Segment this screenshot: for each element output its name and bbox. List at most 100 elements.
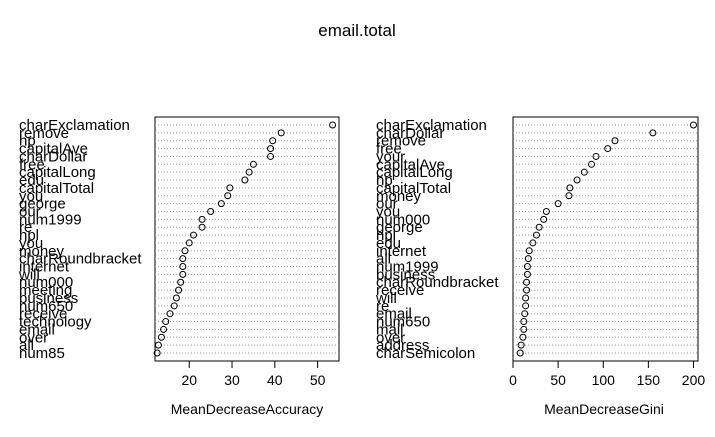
gini-tick-label: 100	[592, 372, 616, 388]
gini-point	[566, 184, 574, 192]
gini-point	[592, 152, 600, 160]
accuracy-variable-label: will	[18, 266, 40, 283]
gini-variable-label: over	[376, 329, 405, 346]
accuracy-variable-label: you	[19, 188, 43, 205]
gini-point	[520, 318, 528, 326]
accuracy-variable-label: meeting	[19, 282, 72, 299]
gini-tick-label: 200	[682, 372, 706, 388]
accuracy-point	[267, 145, 275, 153]
accuracy-x-label: MeanDecreaseAccuracy	[171, 401, 324, 417]
gini-point	[523, 270, 531, 278]
accuracy-variable-label: charDollar	[19, 148, 87, 165]
accuracy-variable-label: free	[19, 156, 45, 173]
accuracy-point	[177, 278, 185, 286]
accuracy-point	[179, 270, 187, 278]
gini-point	[540, 215, 548, 223]
accuracy-point	[185, 239, 193, 247]
gini-variable-label: charRoundbracket	[376, 274, 499, 291]
gini-variable-label: george	[376, 219, 423, 236]
accuracy-variable-label: remove	[19, 125, 69, 142]
accuracy-variable-label: email	[19, 321, 55, 338]
accuracy-point	[217, 200, 225, 208]
gini-variable-label: capitalAve	[376, 156, 445, 173]
gini-variable-label: num1999	[376, 259, 439, 276]
gini-variable-label: all	[376, 251, 391, 268]
gini-variable-label: num000	[376, 211, 430, 228]
accuracy-point	[226, 184, 234, 192]
gini-tick-label: 150	[637, 372, 661, 388]
accuracy-point	[241, 176, 249, 184]
accuracy-variable-label: capitalTotal	[19, 180, 94, 197]
accuracy-points	[153, 121, 337, 357]
gini-variable-label: capitalTotal	[376, 180, 451, 197]
gini-point	[689, 121, 697, 129]
gini-variable-label: free	[376, 141, 402, 158]
accuracy-variable-label: num1999	[19, 211, 82, 228]
accuracy-point	[207, 207, 215, 215]
accuracy-variable-label: hpl	[19, 227, 39, 244]
accuracy-variable-labels: charExclamationremovehpcapitalAvecharDol…	[18, 117, 142, 362]
accuracy-point	[172, 294, 180, 302]
accuracy-tick-label: 50	[310, 372, 326, 388]
gini-point	[521, 310, 529, 318]
gini-point	[522, 294, 530, 302]
gini-point	[523, 263, 531, 271]
accuracy-point	[162, 318, 170, 326]
gini-variable-labels: charExclamationcharDollarremovefreeyourc…	[375, 117, 499, 362]
accuracy-point	[269, 137, 277, 145]
accuracy-variable-label: our	[19, 203, 41, 220]
accuracy-point	[181, 247, 189, 255]
accuracy-point	[190, 231, 198, 239]
gini-variable-label: edu	[376, 235, 401, 252]
accuracy-variable-label: george	[19, 196, 66, 213]
gini-variable-label: hp	[376, 172, 393, 189]
accuracy-point	[160, 325, 168, 333]
accuracy-plot-frame	[154, 116, 340, 362]
accuracy-variable-label: charRoundbracket	[19, 251, 142, 268]
accuracy-variable-label: charExclamation	[19, 117, 130, 134]
gini-variable-label: you	[376, 203, 400, 220]
gini-tick-label: 50	[550, 372, 566, 388]
gini-point	[522, 302, 530, 310]
gini-point	[519, 333, 527, 341]
gini-variable-label: internet	[376, 243, 427, 260]
gini-panel: charExclamationcharDollarremovefreeyourc…	[375, 116, 706, 417]
gini-point	[611, 137, 619, 145]
gini-variable-label: will	[375, 290, 397, 307]
accuracy-point	[154, 341, 162, 349]
accuracy-variable-label: business	[19, 290, 78, 307]
gini-point	[573, 176, 581, 184]
accuracy-variable-label: internet	[19, 259, 70, 276]
accuracy-variable-label: num85	[19, 345, 65, 362]
gini-variable-label: num650	[376, 314, 430, 331]
accuracy-variable-label: over	[19, 329, 48, 346]
accuracy-point	[245, 168, 253, 176]
chart-title: email.total	[318, 21, 395, 40]
gini-point	[523, 278, 531, 286]
accuracy-variable-label: capitalLong	[19, 164, 96, 181]
accuracy-point	[329, 121, 337, 129]
accuracy-x-axis: 20 30 40 50	[181, 360, 326, 388]
gini-variable-label: charDollar	[376, 125, 444, 142]
accuracy-variable-label: hp	[19, 133, 36, 150]
accuracy-panel: charExclamationremovehpcapitalAvecharDol…	[18, 116, 340, 417]
gini-point	[523, 286, 531, 294]
gini-variable-label: business	[376, 266, 435, 283]
gini-point	[554, 200, 562, 208]
accuracy-variable-label: technology	[19, 314, 92, 331]
gini-point	[517, 341, 525, 349]
accuracy-tick-label: 40	[267, 372, 283, 388]
gini-x-axis: 0 50 100 150 200	[509, 360, 706, 388]
gini-point	[649, 129, 657, 137]
gini-x-label: MeanDecreaseGini	[544, 401, 664, 417]
gini-point	[532, 231, 540, 239]
accuracy-point	[157, 333, 165, 341]
accuracy-point	[179, 263, 187, 271]
gini-point	[516, 349, 524, 357]
accuracy-point	[277, 129, 285, 137]
gini-point	[520, 325, 528, 333]
accuracy-variable-label: receive	[19, 306, 67, 323]
gini-variable-label: email	[376, 306, 412, 323]
accuracy-point	[224, 192, 232, 200]
